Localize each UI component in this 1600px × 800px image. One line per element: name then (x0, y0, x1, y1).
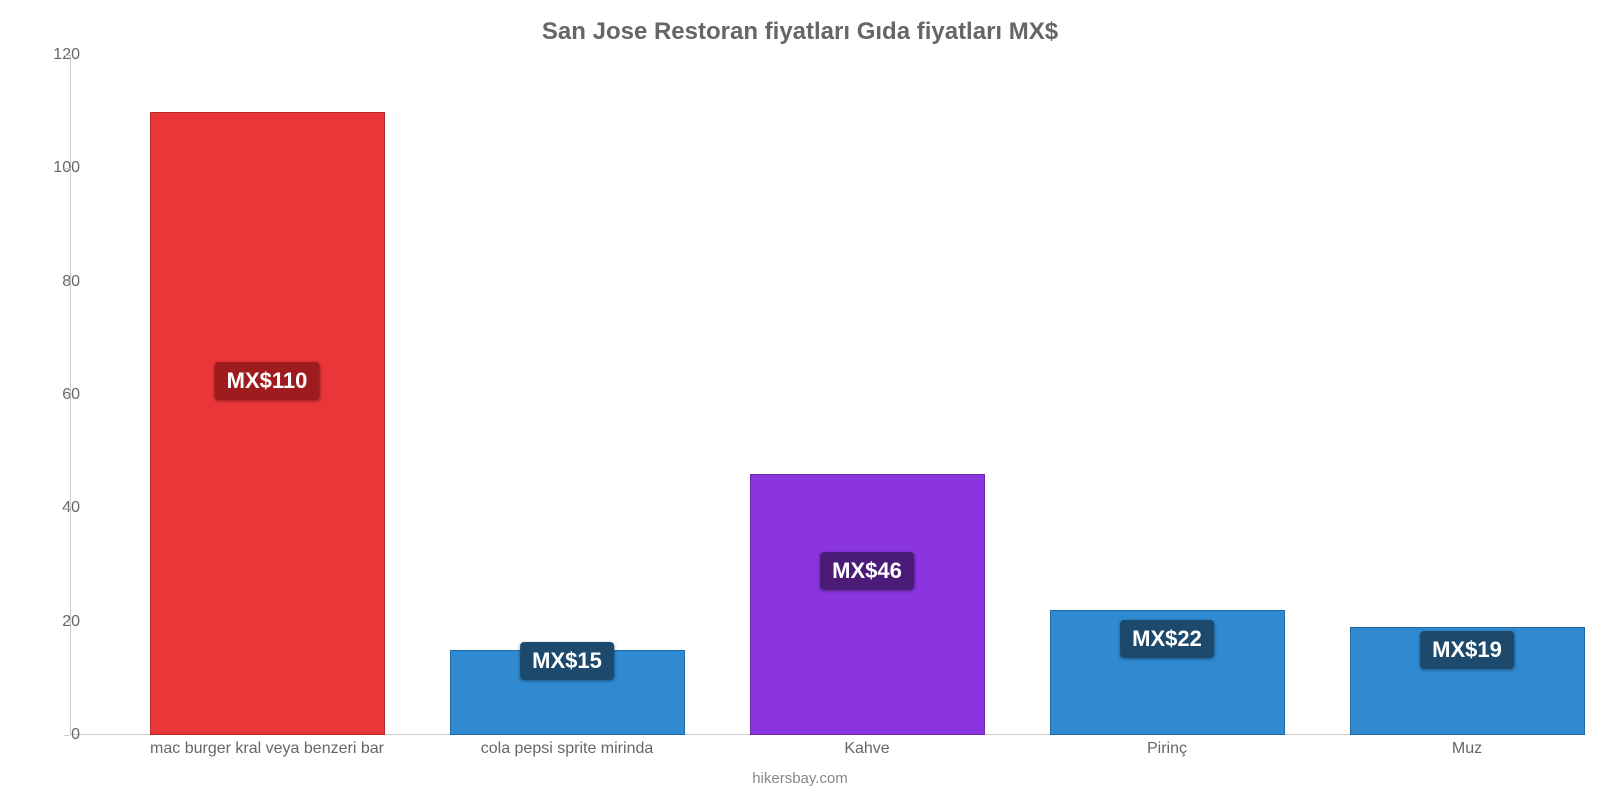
y-tick-label: 40 (20, 499, 80, 517)
y-tick (64, 622, 70, 623)
y-tick-label: 120 (20, 46, 80, 64)
y-tick-label: 60 (20, 386, 80, 404)
bar (150, 112, 385, 735)
y-tick (64, 168, 70, 169)
x-tick-label: cola pepsi sprite mirinda (481, 740, 654, 758)
x-tick-label: Kahve (844, 740, 889, 758)
bar-value-badge: MX$46 (820, 552, 914, 590)
x-tick-label: Muz (1452, 740, 1482, 758)
y-tick-label: 100 (20, 159, 80, 177)
bar-value-badge: MX$15 (520, 642, 614, 680)
y-tick-label: 80 (20, 273, 80, 291)
chart-footer: hikersbay.com (0, 770, 1600, 787)
y-tick-label: 0 (20, 726, 80, 744)
x-tick-label: mac burger kral veya benzeri bar (150, 740, 384, 758)
price-bar-chart: San Jose Restoran fiyatları Gıda fiyatla… (0, 0, 1600, 800)
y-tick (64, 395, 70, 396)
bar-value-badge: MX$19 (1420, 631, 1514, 669)
y-tick-label: 20 (20, 613, 80, 631)
y-tick (64, 735, 70, 736)
y-tick (64, 55, 70, 56)
x-tick-label: Pirinç (1147, 740, 1187, 758)
bar-value-badge: MX$22 (1120, 620, 1214, 658)
chart-title: San Jose Restoran fiyatları Gıda fiyatla… (0, 18, 1600, 46)
bar (750, 474, 985, 735)
y-tick (64, 282, 70, 283)
bar-value-badge: MX$110 (215, 362, 320, 400)
y-tick (64, 508, 70, 509)
